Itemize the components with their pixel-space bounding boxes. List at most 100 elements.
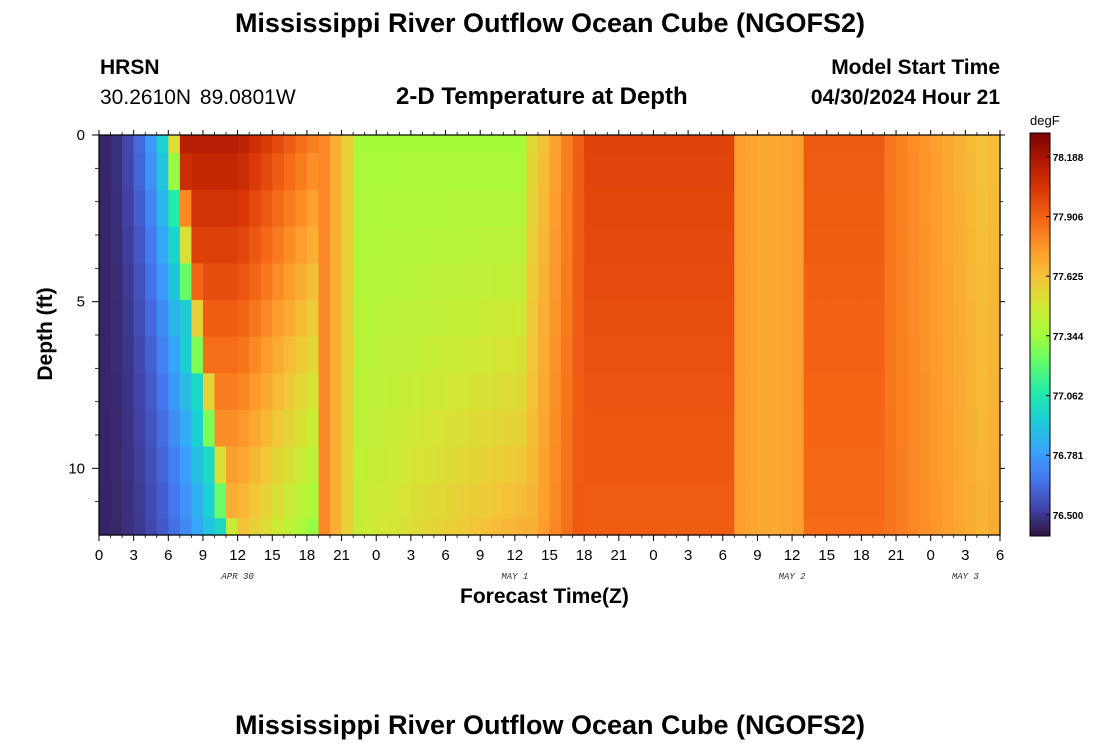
heatmap-cell <box>584 300 597 338</box>
heatmap-cell <box>815 135 828 154</box>
heatmap-cell <box>734 263 747 301</box>
x-tick-label: 9 <box>199 547 207 564</box>
heatmap-cell <box>815 410 828 448</box>
heatmap-cell <box>249 446 262 484</box>
heatmap-cell <box>283 410 296 448</box>
heatmap-cell <box>826 373 839 411</box>
heatmap-cell <box>480 153 493 191</box>
heatmap-cell <box>757 410 770 448</box>
heatmap-cell <box>318 153 331 191</box>
heatmap-cell <box>283 263 296 301</box>
heatmap-cell <box>641 153 655 191</box>
heatmap-cell <box>872 446 886 484</box>
heatmap-cell <box>191 410 204 448</box>
heatmap-cell <box>965 135 978 154</box>
heatmap-cell <box>838 190 851 228</box>
heatmap-cell <box>595 300 608 338</box>
heatmap-cell <box>884 226 897 264</box>
heatmap-cell <box>872 518 886 536</box>
heatmap-cell <box>537 446 551 484</box>
heatmap-cell <box>838 153 851 191</box>
heatmap-cell <box>734 226 747 264</box>
heatmap-cell <box>861 153 874 191</box>
heatmap-cell <box>665 336 678 374</box>
heatmap-cell <box>226 190 239 228</box>
heatmap-cell <box>803 373 816 411</box>
heatmap-cell <box>653 190 666 228</box>
heatmap-cell <box>641 190 655 228</box>
heatmap-cell <box>237 263 250 301</box>
heatmap-cell <box>341 518 354 536</box>
x-tick-label: 15 <box>818 547 835 564</box>
heatmap-cell <box>826 410 839 448</box>
heatmap-cell <box>272 336 285 374</box>
heatmap-cell <box>156 300 169 338</box>
heatmap-cell <box>861 263 874 301</box>
heatmap-cell <box>884 373 897 411</box>
heatmap-cell <box>514 263 527 301</box>
heatmap-cell <box>122 483 135 519</box>
heatmap-cell <box>318 446 331 484</box>
heatmap-cell <box>618 410 631 448</box>
heatmap-cell <box>907 410 920 448</box>
heatmap-cell <box>330 263 343 301</box>
heatmap-cell <box>757 135 770 154</box>
heatmap-cell <box>849 518 862 536</box>
heatmap-cell <box>930 135 943 154</box>
x-tick-label: 6 <box>164 547 172 564</box>
heatmap-cell <box>526 153 539 191</box>
heatmap-cell <box>607 263 620 301</box>
heatmap-cell <box>584 226 597 264</box>
heatmap-cell <box>503 446 516 484</box>
x-tick-label: 21 <box>333 547 350 564</box>
heatmap-cell <box>318 373 331 411</box>
heatmap-cell <box>491 518 504 536</box>
heatmap-cell <box>965 190 978 228</box>
heatmap-cell <box>110 135 123 154</box>
heatmap-cell <box>838 446 851 484</box>
x-tick-label: 9 <box>476 547 484 564</box>
heatmap-cell <box>711 518 724 536</box>
heatmap-cell <box>318 190 331 228</box>
heatmap-cell <box>953 410 966 448</box>
heatmap-cell <box>168 226 181 264</box>
heatmap-cell <box>445 483 458 519</box>
heatmap-cell <box>803 135 816 154</box>
heatmap-cell <box>179 410 193 448</box>
date-label: MAY 1 <box>501 572 528 582</box>
heatmap-cell <box>491 226 504 264</box>
heatmap-cell <box>676 153 689 191</box>
heatmap-cell <box>376 226 389 264</box>
heatmap-cell <box>318 226 331 264</box>
heatmap-cell <box>792 410 805 448</box>
heatmap-cell <box>341 153 354 191</box>
heatmap-cell <box>191 190 204 228</box>
heatmap-cell <box>595 483 608 519</box>
x-tick-label: 3 <box>129 547 137 564</box>
heatmap-cell <box>514 518 527 536</box>
heatmap-cell <box>595 410 608 448</box>
heatmap-cell <box>803 190 816 228</box>
heatmap-cell <box>99 263 112 301</box>
heatmap-cell <box>503 518 516 536</box>
heatmap-cell <box>942 336 955 374</box>
heatmap-cell <box>641 135 655 154</box>
heatmap-cell <box>387 410 400 448</box>
date-label: MAY 3 <box>952 572 980 582</box>
heatmap-cell <box>653 446 666 484</box>
heatmap-cell <box>514 190 527 228</box>
heatmap-cell <box>930 190 943 228</box>
heatmap-cells <box>99 135 1001 536</box>
heatmap-cell <box>953 483 966 519</box>
x-tick-label: 21 <box>610 547 627 564</box>
heatmap-cell <box>168 190 181 228</box>
heatmap-cell <box>919 135 932 154</box>
heatmap-cell <box>330 518 343 536</box>
heatmap-cell <box>618 518 631 536</box>
heatmap-cell <box>907 483 920 519</box>
heatmap-cell <box>260 518 273 536</box>
heatmap-cell <box>572 300 585 338</box>
model-start-value: 04/30/2024 Hour 21 <box>810 86 1000 109</box>
heatmap-cell <box>503 483 516 519</box>
heatmap-cell <box>156 518 169 536</box>
